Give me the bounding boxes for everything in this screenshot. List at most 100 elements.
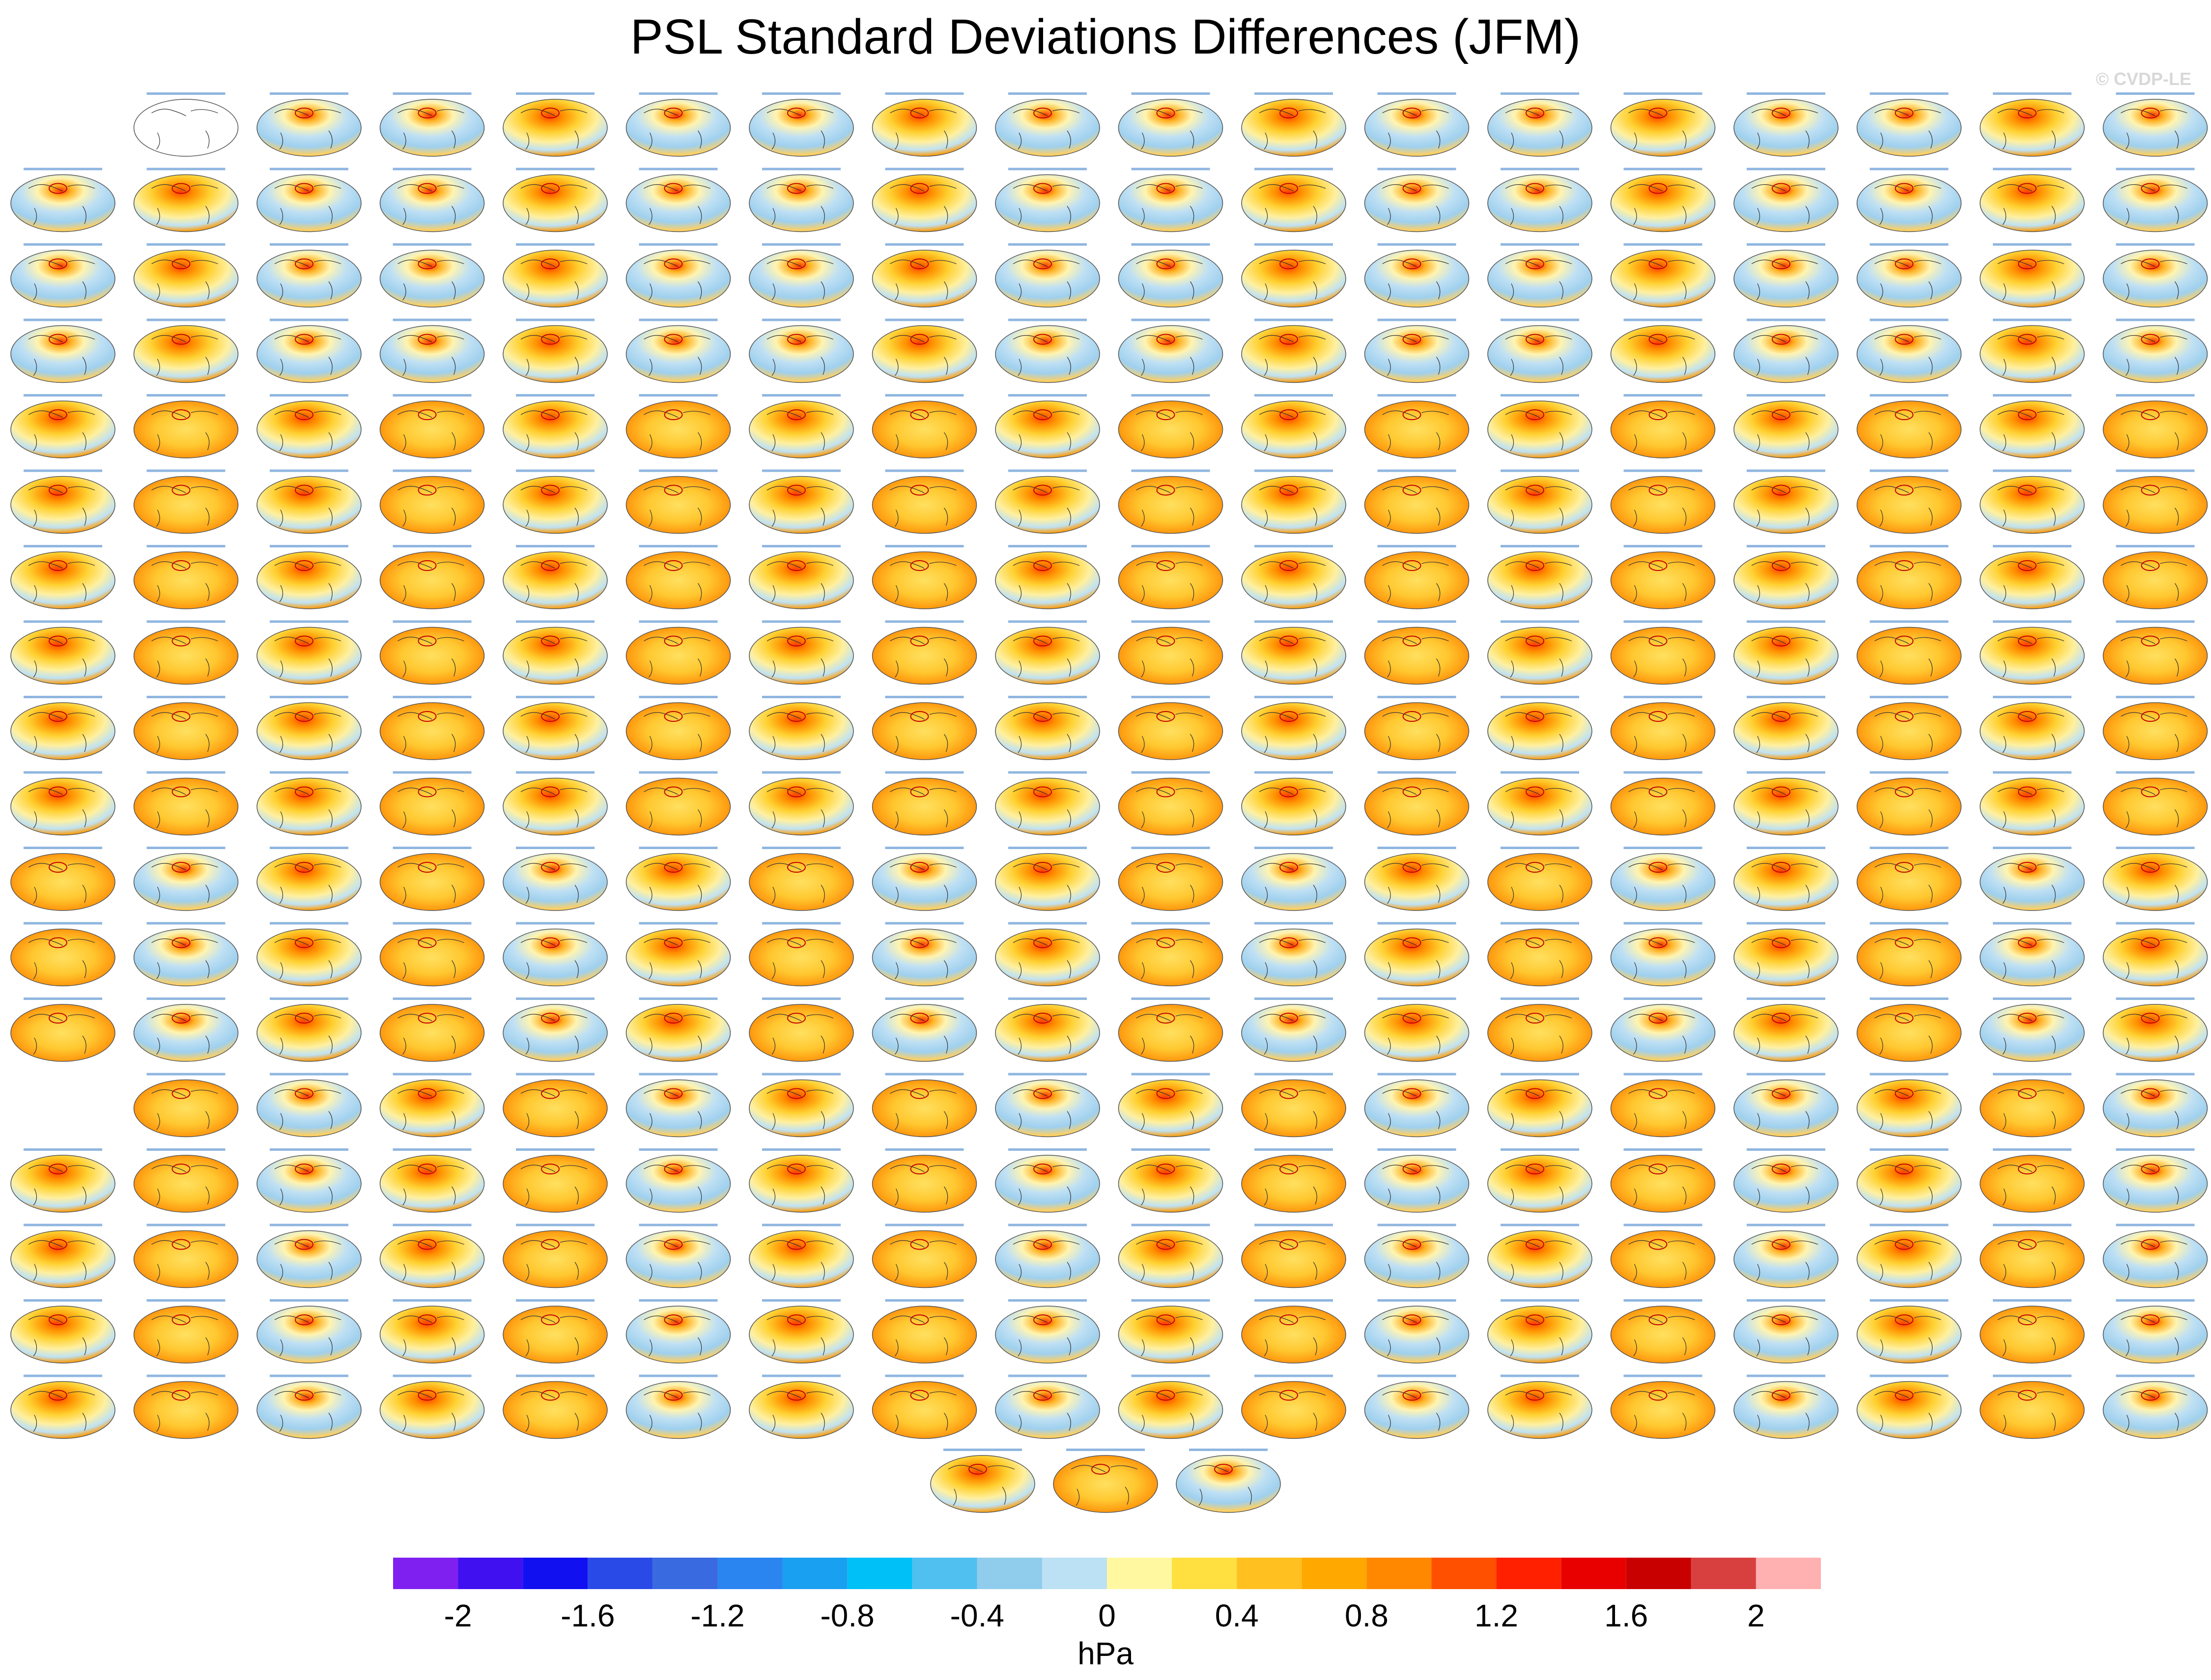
coastline: [1997, 1089, 2065, 1130]
map-panel: [1856, 318, 1962, 383]
contour: [1402, 711, 1421, 722]
panel-caption: [1747, 243, 1825, 246]
contour: [910, 711, 929, 722]
globe-map: [995, 99, 1100, 157]
map-panel: [1856, 168, 1962, 232]
panel-caption: [1377, 1299, 1456, 1302]
map-panel: [379, 545, 485, 609]
map-panel: [1610, 922, 1716, 987]
globe-map: [1856, 400, 1962, 458]
globe-map: [256, 853, 362, 911]
map-panel: [1241, 92, 1346, 157]
globe-map: [1980, 853, 2085, 911]
map-panel: [503, 1073, 608, 1138]
panel-caption: [1377, 394, 1456, 397]
map-panel: [625, 1073, 731, 1138]
contour: [1033, 1013, 1052, 1024]
map-panel: [1733, 545, 1839, 609]
globe-map: [1980, 551, 2085, 609]
contour: [787, 409, 806, 420]
globe-map: [379, 325, 485, 383]
contour: [1279, 409, 1298, 420]
map-panel: [625, 997, 731, 1062]
map-panel: [2102, 997, 2208, 1062]
panel-caption: [1993, 318, 2071, 321]
coastline: [2121, 485, 2187, 527]
map-panel: [995, 1073, 1100, 1138]
coastline: [644, 1014, 710, 1055]
coastline: [397, 259, 464, 301]
map-panel: [1856, 771, 1962, 836]
panel-caption: [1008, 168, 1087, 171]
map-panel: [1487, 92, 1592, 157]
contour: [2018, 711, 2037, 722]
panel-caption: [2116, 318, 2195, 321]
map-panel: [133, 1224, 239, 1288]
map-panel: [995, 318, 1100, 383]
globe-map: [133, 1155, 239, 1213]
globe-map: [749, 1079, 854, 1138]
contour: [1279, 937, 1298, 948]
globe-map: [1118, 928, 1223, 987]
globe-map: [379, 702, 485, 760]
coastline: [1628, 485, 1695, 527]
panel-caption: [1377, 1224, 1456, 1226]
coastline: [1751, 712, 1818, 753]
coastline: [890, 787, 957, 828]
panel-caption: [1008, 696, 1087, 698]
map-panel: [749, 620, 854, 685]
globe-map: [1118, 476, 1223, 534]
panel-caption: [1870, 92, 1949, 95]
map-panel: [1733, 243, 1839, 308]
coastline: [151, 335, 218, 376]
map-panel: [872, 168, 977, 232]
panel-caption: [24, 620, 102, 623]
globe-map: [625, 626, 731, 685]
panel-caption: [1377, 771, 1456, 774]
globe-map: [1610, 250, 1716, 308]
panel-caption: [1870, 168, 1949, 171]
globe-map: [1610, 476, 1716, 534]
globe-map: [1176, 1455, 1281, 1513]
contour: [1895, 484, 1914, 496]
globe-map: [625, 777, 731, 836]
globe-map: [2102, 1155, 2208, 1213]
contour: [418, 635, 437, 647]
map-panel: [1364, 922, 1470, 987]
globe-map: [503, 1155, 608, 1213]
map-panel: [503, 696, 608, 760]
contour: [1648, 258, 1668, 269]
contour: [1895, 937, 1914, 948]
contour: [1648, 635, 1668, 647]
coastline: [1193, 1465, 1261, 1506]
panel-caption: [639, 620, 718, 623]
contour: [1772, 862, 1790, 873]
contour: [1156, 1088, 1175, 1099]
contour: [2018, 862, 2037, 873]
map-panel: [133, 771, 239, 836]
colorbar-tick-label: 1.2: [1474, 1598, 1518, 1633]
contour: [418, 183, 437, 194]
contour: [418, 1314, 437, 1325]
panel-caption: [1131, 1148, 1210, 1151]
map-panel: [1364, 696, 1470, 760]
map-panel: [256, 1224, 362, 1288]
coastline: [1751, 938, 1818, 979]
globe-map: [1118, 702, 1223, 760]
contour: [2018, 1013, 2037, 1024]
contour: [418, 258, 437, 269]
coastline: [1751, 184, 1818, 225]
map-panel: [256, 847, 362, 911]
globe-map: [1980, 400, 2085, 458]
globe-map: [133, 1079, 239, 1138]
map-panel: [133, 847, 239, 911]
globe-map: [749, 1306, 854, 1364]
coastline: [1751, 636, 1818, 678]
globe-map: [1118, 1079, 1223, 1138]
globe-map: [2102, 250, 2208, 308]
panel-caption: [1008, 922, 1087, 925]
contour: [664, 108, 683, 118]
globe-map: [2102, 1004, 2208, 1062]
coastline: [1997, 184, 2065, 225]
contour: [295, 711, 313, 722]
